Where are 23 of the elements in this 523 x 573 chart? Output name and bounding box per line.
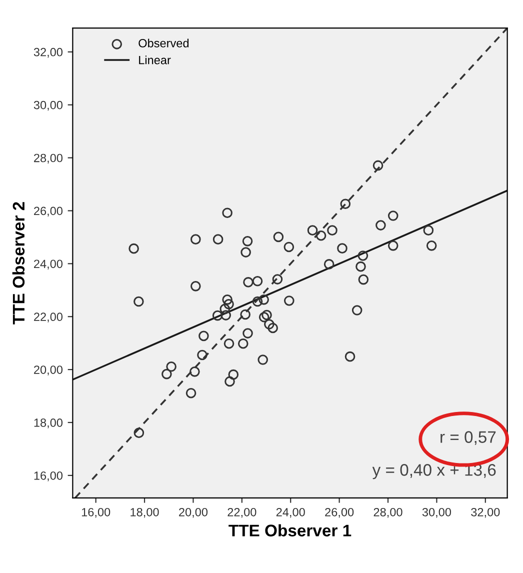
x-tick-label: 22,00 [228, 508, 256, 518]
y-tick-label: 28,00 [34, 154, 63, 164]
annotation: r = 0,57 [440, 431, 496, 445]
x-tick-label: 18,00 [130, 508, 159, 518]
x-tick-label: 32,00 [471, 508, 500, 518]
x-tick-label: 30,00 [422, 508, 452, 518]
y-tick-label: 22,00 [34, 312, 63, 322]
legend-label: Linear [139, 56, 171, 64]
y-tick-label: 20,00 [34, 366, 63, 376]
y-tick-label: 32,00 [34, 48, 63, 58]
x-axis-title: TTE Observer 1 [228, 524, 352, 536]
x-tick-label: 28,00 [374, 508, 402, 518]
y-tick-label: 26,00 [34, 206, 63, 217]
y-axis-title: TTE Observer 2 [12, 202, 25, 324]
x-tick-label: 16,00 [82, 508, 110, 518]
y-tick-label: 18,00 [34, 418, 63, 428]
y-tick-label: 30,00 [34, 100, 63, 111]
y-tick-label: 16,00 [34, 471, 63, 482]
legend-label: Observed [138, 38, 189, 48]
x-tick-label: 20,00 [179, 508, 208, 518]
x-tick-label: 26,00 [325, 508, 354, 518]
x-tick-label: 24,00 [276, 508, 305, 518]
y-tick-label: 24,00 [34, 260, 63, 270]
